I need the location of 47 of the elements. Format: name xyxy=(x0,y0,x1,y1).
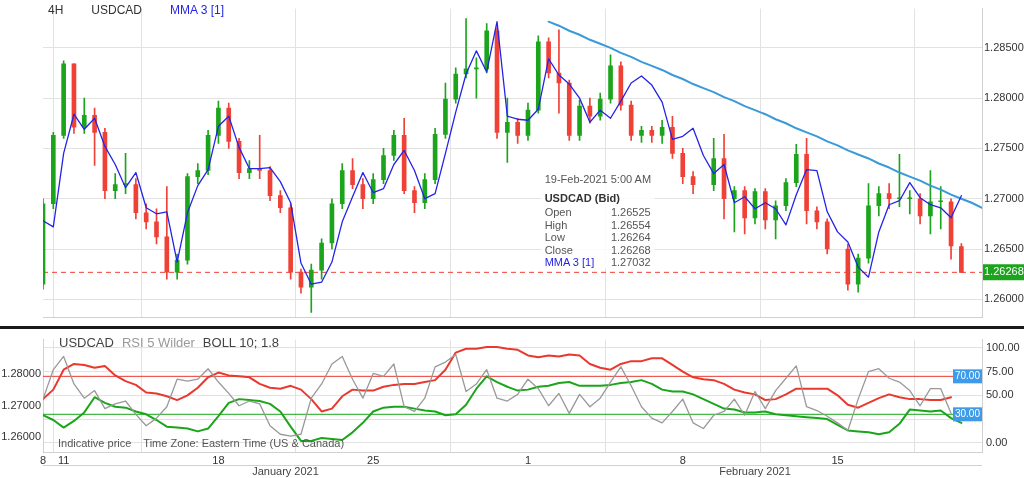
annotation: Indicative price xyxy=(58,437,132,450)
ref-line-label: 70.00 xyxy=(954,370,981,382)
annotation: 1.26268 xyxy=(610,243,651,256)
x-tick-label: 11 xyxy=(57,453,70,466)
annotation: 1.26264 xyxy=(610,231,651,244)
y-tick-label: 1.26500 xyxy=(984,242,1024,255)
y-tick-label: 1.26000 xyxy=(984,292,1024,305)
x-tick-label: 8 xyxy=(39,453,47,466)
text: MMA 3 [1] xyxy=(170,3,225,18)
y-tick-label: 1.28000 xyxy=(984,91,1024,104)
annotation: Low xyxy=(544,231,565,244)
text: January 2021 xyxy=(252,465,319,478)
chart-subtitle: BOLL 10; 1.8 xyxy=(202,334,279,350)
y-tick-label: 1.27000 xyxy=(1,398,41,411)
annotation: 1.26525 xyxy=(610,206,651,219)
x-tick-label: 15 xyxy=(831,453,844,466)
series-label: RSI 5 Wilder xyxy=(121,334,196,350)
y2-tick-label: 100.00 xyxy=(986,340,1020,353)
y-tick-label: 1.27000 xyxy=(984,191,1024,204)
annotation: MMA 3 [1] xyxy=(544,256,595,269)
candlestick xyxy=(907,190,913,215)
x-tick-label: 18 xyxy=(212,453,225,466)
annotation: Time Zone: Eastern Time (US & Canada) xyxy=(143,437,345,450)
annotation: High xyxy=(544,218,568,231)
y2-tick-label: 75.00 xyxy=(986,364,1014,377)
x-tick-label: 25 xyxy=(367,453,380,466)
chart-subtitle: 4H xyxy=(48,3,64,18)
annotation: 1.26554 xyxy=(610,218,651,231)
text: February 2021 xyxy=(719,465,791,478)
annotation: USDCAD (Bid) xyxy=(544,192,621,205)
x-tick-label: 8 xyxy=(679,453,686,466)
y2-tick-label: 50.00 xyxy=(986,388,1014,401)
y-tick-label: 1.28000 xyxy=(1,366,41,379)
ref-line-label: 1.26268 xyxy=(984,265,1024,278)
annotation: Close xyxy=(544,243,573,256)
x-tick-label: 1 xyxy=(524,453,532,466)
chart-title: USDCAD xyxy=(91,3,143,18)
annotation: Open xyxy=(544,206,572,219)
y-tick-label: 1.27500 xyxy=(984,141,1024,154)
y2-tick-label: 0.00 xyxy=(986,435,1008,448)
ref-line-label: 30.00 xyxy=(954,408,981,420)
y-tick-label: 1.26000 xyxy=(1,430,41,443)
annotation: 19-Feb-2021 5:00 AM xyxy=(544,173,652,186)
annotation: 1.27032 xyxy=(610,256,651,269)
chart-title: USDCAD xyxy=(59,334,114,350)
candlestick xyxy=(938,186,944,230)
y-tick-label: 1.28500 xyxy=(984,40,1024,53)
